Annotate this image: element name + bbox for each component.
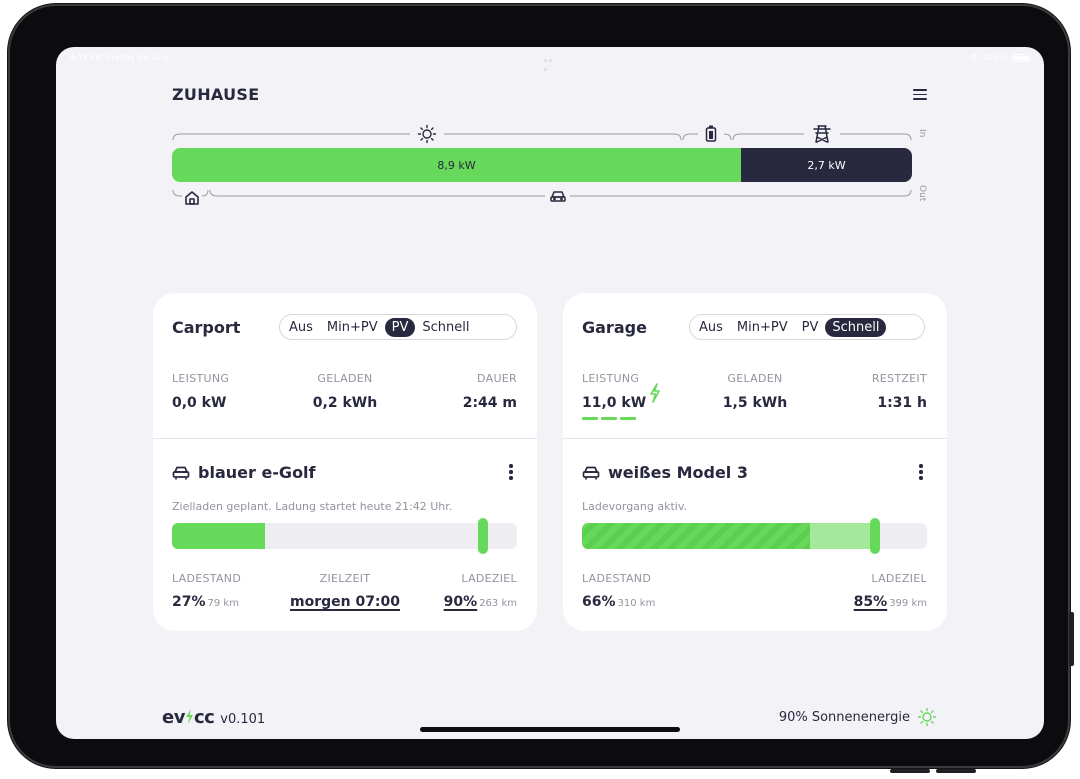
mode-selector: Aus Min+PV PV Schnell: [279, 314, 517, 340]
menu-icon[interactable]: [913, 89, 927, 100]
mode-min-pv[interactable]: Min+PV: [326, 319, 378, 335]
car-icon: [582, 466, 600, 479]
page-title: ZUHAUSE: [172, 85, 260, 104]
car-icon: [172, 466, 190, 479]
soc-charging-range: [809, 523, 876, 549]
loadpoint-card-carport: Carport Aus Min+PV PV Schnell LEISTUNG 0…: [153, 293, 537, 631]
target-soc-handle[interactable]: [870, 518, 881, 554]
vehicle-soc: LADESTAND 27% 79 km: [172, 572, 242, 610]
tablet-frame: 4:18 PM Freitag 19. Aug 100 % ZUHAUSE: [10, 6, 1074, 773]
loadpoint-name: Carport: [172, 318, 241, 337]
status-time: 4:18 PM Freitag 19. Aug: [70, 53, 169, 62]
top-button-right: [936, 769, 976, 773]
metric-leistung: LEISTUNG 11,0 kW: [582, 372, 647, 411]
top-button-left: [890, 769, 930, 773]
energy-flow: 8,9 kW 2,7 kW In Out: [172, 119, 946, 211]
battery-percent: 100 %: [982, 53, 1008, 62]
mode-aus[interactable]: Aus: [289, 319, 313, 335]
card-divider: [563, 438, 947, 439]
vehicle-status: Zielladen geplant. Ladung startet heute …: [172, 500, 453, 513]
vehicle-target-soc[interactable]: LADEZIEL 85% 399 km: [853, 572, 927, 610]
charging-activity-indicator: [582, 417, 636, 420]
evcc-logo[interactable]: ev cc v0.101: [162, 707, 265, 728]
metric-restzeit: RESTZEIT 1:31 h: [871, 372, 927, 411]
vehicle-name: weißes Model 3: [608, 463, 748, 482]
mode-pv[interactable]: PV: [801, 319, 819, 335]
logo-bolt-icon: [185, 709, 193, 724]
target-soc-handle[interactable]: [477, 518, 488, 554]
energy-flow-bar[interactable]: 8,9 kW 2,7 kW: [172, 148, 912, 182]
solar-share-text: 90% Sonnenenergie: [778, 709, 910, 725]
mode-schnell[interactable]: Schnell: [422, 319, 470, 335]
battery-icon: [705, 125, 717, 142]
bolt-icon: [650, 383, 660, 403]
multitask-dots: [544, 55, 558, 71]
kebab-icon[interactable]: [509, 464, 513, 482]
mode-schnell[interactable]: Schnell: [825, 317, 887, 337]
soc-bar[interactable]: [582, 518, 927, 554]
app-screen: 4:18 PM Freitag 19. Aug 100 % ZUHAUSE: [56, 47, 1044, 739]
metric-geladen: GELADEN 0,2 kWh: [312, 372, 378, 411]
energy-flow-brackets: [172, 124, 912, 205]
vehicle-title[interactable]: weißes Model 3: [582, 463, 748, 482]
car-icon: [550, 191, 566, 202]
mode-min-pv[interactable]: Min+PV: [736, 319, 788, 335]
soc-bar[interactable]: [172, 518, 517, 554]
mode-selector: Aus Min+PV PV Schnell: [689, 314, 925, 340]
status-right: 100 %: [969, 53, 1030, 62]
logo-text: ev cc: [162, 707, 215, 728]
out-label: Out: [917, 185, 927, 202]
sun-icon: [417, 124, 437, 144]
metric-geladen: GELADEN 1,5 kWh: [722, 372, 788, 411]
app-version: v0.101: [220, 712, 266, 727]
vehicle-name: blauer e-Golf: [198, 463, 316, 482]
loadpoint-card-garage: Garage Aus Min+PV PV Schnell LEISTUNG 11…: [563, 293, 947, 631]
vehicle-soc: LADESTAND 66% 310 km: [582, 572, 656, 610]
vehicle-target-time[interactable]: ZIELZEIT morgen 07:00: [289, 572, 401, 610]
solar-share[interactable]: 90% Sonnenenergie: [779, 708, 936, 726]
wifi-icon: [969, 54, 978, 60]
mode-aus[interactable]: Aus: [699, 319, 723, 335]
pv-production-segment: 8,9 kW: [172, 148, 741, 182]
volume-button: [1069, 612, 1074, 666]
metric-leistung: LEISTUNG 0,0 kW: [172, 372, 230, 411]
mode-pv[interactable]: PV: [384, 317, 416, 337]
home-indicator[interactable]: [420, 727, 680, 732]
kebab-icon[interactable]: [919, 464, 923, 482]
grid-import-segment: 2,7 kW: [741, 148, 912, 182]
grid-icon: [813, 125, 831, 143]
in-label: In: [917, 129, 927, 138]
soc-fill: [582, 523, 810, 549]
soc-fill: [172, 523, 266, 549]
sun-icon: [918, 708, 936, 726]
loadpoint-name: Garage: [582, 318, 647, 337]
card-divider: [153, 438, 537, 439]
status-battery-icon: [1012, 53, 1030, 62]
metric-dauer: DAUER 2:44 m: [462, 372, 517, 411]
status-bar: 4:18 PM Freitag 19. Aug 100 %: [56, 47, 1044, 71]
vehicle-title[interactable]: blauer e-Golf: [172, 463, 316, 482]
vehicle-status: Ladevorgang aktiv.: [582, 500, 687, 513]
home-icon: [185, 191, 199, 205]
vehicle-target-soc[interactable]: LADEZIEL 90% 263 km: [443, 572, 517, 610]
